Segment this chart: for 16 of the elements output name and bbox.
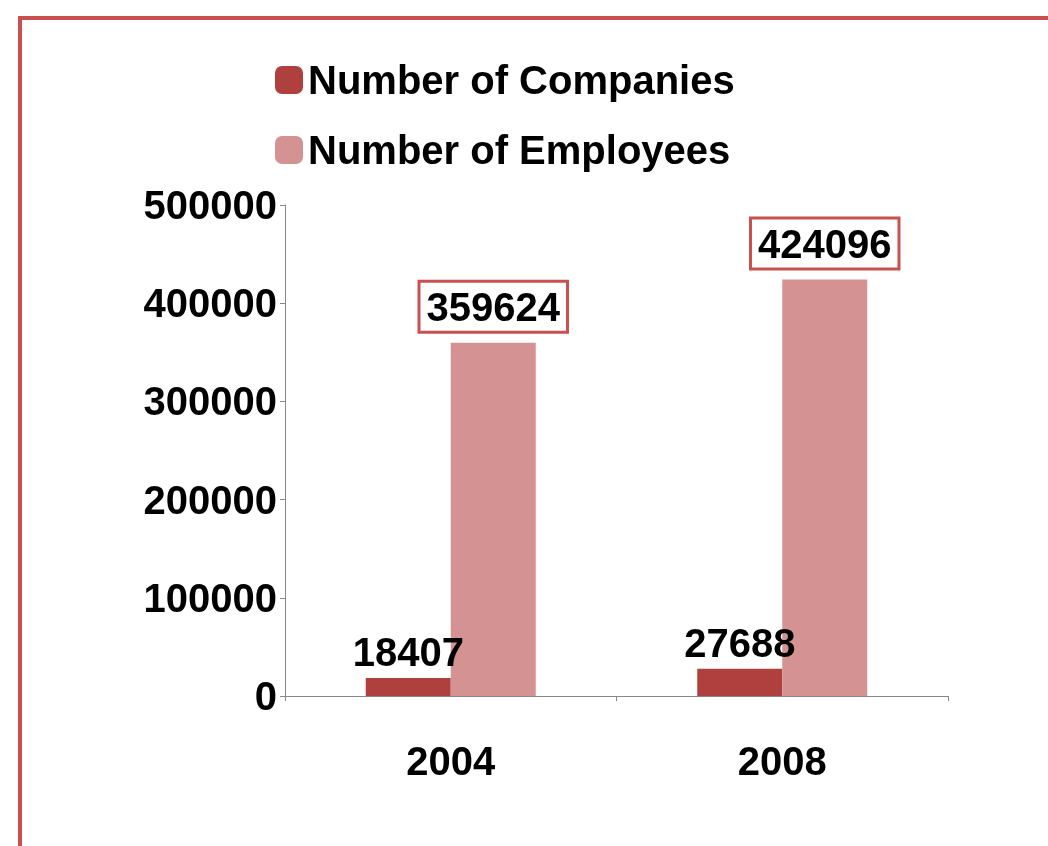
y-tick-label: 200000	[143, 477, 277, 522]
x-tick-label: 2004	[406, 739, 496, 783]
legend-label: Number of Employees	[308, 128, 731, 172]
y-tick-label: 0	[254, 674, 277, 718]
data-label: 359624	[426, 284, 561, 329]
data-label: 424096	[758, 221, 892, 266]
x-tick-label: 2008	[737, 739, 827, 783]
y-tick-label: 100000	[143, 575, 277, 620]
y-tick-label: 300000	[143, 379, 277, 424]
data-label: 27688	[684, 620, 796, 665]
legend-label: Number of Companies	[308, 58, 735, 102]
bar	[697, 668, 783, 696]
bar	[365, 677, 451, 696]
data-label: 18407	[352, 629, 464, 674]
y-tick-label: 400000	[143, 281, 277, 326]
y-tick-label: 500000	[143, 183, 277, 227]
